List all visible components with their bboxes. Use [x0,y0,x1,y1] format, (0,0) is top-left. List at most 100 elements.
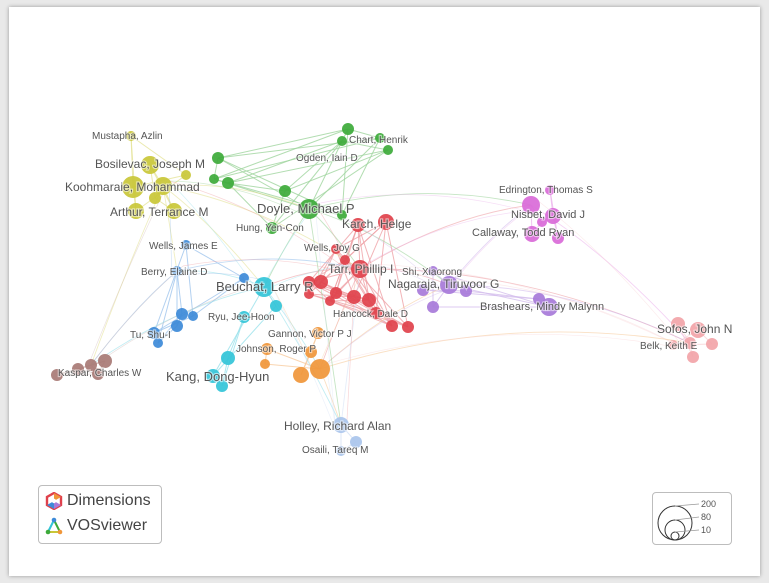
network-node[interactable] [153,338,163,348]
node-label-wellsjames[interactable]: Wells, James E [148,240,219,253]
network-node[interactable] [216,380,228,392]
node-label-arthur[interactable]: Arthur, Terrance M [109,204,210,220]
network-node[interactable] [545,208,561,224]
node-label-chart[interactable]: Chart, Henrik [348,134,410,147]
network-node[interactable] [545,185,555,195]
network-node[interactable] [706,338,718,350]
network-node[interactable] [402,321,414,333]
network-node[interactable] [238,311,250,323]
node-label-shi[interactable]: Shi, Xiaorong [401,266,463,279]
network-node[interactable] [270,300,282,312]
network-node[interactable] [428,266,438,276]
network-node[interactable] [540,298,558,316]
network-node[interactable] [386,320,398,332]
node-label-mustapha[interactable]: Mustapha, Azlin [91,130,164,143]
network-node[interactable] [690,322,706,338]
network-node[interactable] [342,123,354,135]
network-node[interactable] [176,308,188,320]
network-node[interactable] [340,255,350,265]
node-label-tu[interactable]: Tu, Shu-I [129,329,172,342]
network-node[interactable] [684,337,696,349]
network-node[interactable] [524,226,540,242]
network-node[interactable] [222,177,234,189]
network-node[interactable] [440,276,458,294]
network-node[interactable] [181,170,191,180]
network-node[interactable] [522,196,540,214]
node-label-tarr[interactable]: Tarr, Phillip I [327,261,395,277]
node-label-berry[interactable]: Berry, Elaine D [140,266,209,279]
network-node[interactable] [299,199,319,219]
network-node[interactable] [375,133,385,143]
network-node[interactable] [98,354,112,368]
network-node[interactable] [331,244,341,254]
node-label-nagaraja[interactable]: Nagaraja, Tiruvoor G [387,276,501,292]
node-label-hancock[interactable]: Hancock, Dale D [332,308,409,321]
network-node[interactable] [362,293,376,307]
node-label-beuchat[interactable]: Beuchat, Larry R [215,278,315,295]
network-node[interactable] [221,351,235,365]
node-label-koohmaraie[interactable]: Koohmaraie, Mohammad [64,179,201,195]
network-node[interactable] [304,289,314,299]
network-node[interactable] [314,275,328,289]
network-node[interactable] [303,276,315,288]
network-node[interactable] [668,340,678,350]
network-node[interactable] [350,436,362,448]
node-label-gannon[interactable]: Gannon, Victor P J [267,328,353,341]
network-node[interactable] [166,203,182,219]
node-label-brashears[interactable]: Brashears, Mindy Malynn [479,300,605,314]
network-node[interactable] [266,222,278,234]
network-node[interactable] [254,277,274,297]
network-node[interactable] [149,192,161,204]
network-node[interactable] [310,359,330,379]
network-node[interactable] [126,131,136,141]
network-node[interactable] [347,290,361,304]
node-label-kaspar[interactable]: Kaspar, Charles W [57,367,143,380]
network-node[interactable] [171,320,183,332]
network-node[interactable] [188,311,198,321]
network-node[interactable] [671,317,685,331]
network-node[interactable] [312,327,324,339]
network-node[interactable] [325,296,335,306]
network-node[interactable] [261,343,273,355]
network-node[interactable] [351,218,365,232]
network-node[interactable] [141,156,159,174]
network-node[interactable] [427,301,439,313]
network-node[interactable] [279,185,291,197]
network-node[interactable] [351,260,369,278]
node-label-ogden[interactable]: Ogden, Iain D [295,152,359,165]
network-node[interactable] [370,307,382,319]
node-label-osaili[interactable]: Osaili, Tareq M [301,444,370,457]
node-label-bosilevac[interactable]: Bosilevac, Joseph M [94,156,206,172]
network-node[interactable] [336,446,346,456]
network-node[interactable] [378,214,394,230]
network-node[interactable] [154,177,172,195]
network-node[interactable] [383,145,393,155]
network-node[interactable] [460,285,472,297]
node-label-nisbet[interactable]: Nisbet, David J [510,208,586,222]
network-node[interactable] [181,240,191,250]
node-label-belk[interactable]: Belk, Keith E [639,340,699,353]
network-node[interactable] [172,266,182,276]
node-label-ryu[interactable]: Ryu, Jee-Hoon [207,311,276,324]
network-node[interactable] [552,232,564,244]
network-canvas[interactable] [9,7,760,576]
network-node[interactable] [92,368,104,380]
network-node[interactable] [293,367,309,383]
network-node[interactable] [260,359,270,369]
network-node[interactable] [212,152,224,164]
network-node[interactable] [333,417,349,433]
network-node[interactable] [330,287,342,299]
network-node[interactable] [206,369,220,383]
network-node[interactable] [337,210,347,220]
network-node[interactable] [122,176,144,198]
network-node[interactable] [417,284,429,296]
network-node[interactable] [537,217,547,227]
network-node[interactable] [128,203,144,219]
node-label-wellsjoy[interactable]: Wells, Joy G [303,242,361,255]
node-label-sofos[interactable]: Sofos, John N [656,321,734,337]
network-node[interactable] [239,273,249,283]
network-node[interactable] [85,359,97,371]
network-node[interactable] [209,174,219,184]
node-label-holley[interactable]: Holley, Richard Alan [283,418,392,434]
